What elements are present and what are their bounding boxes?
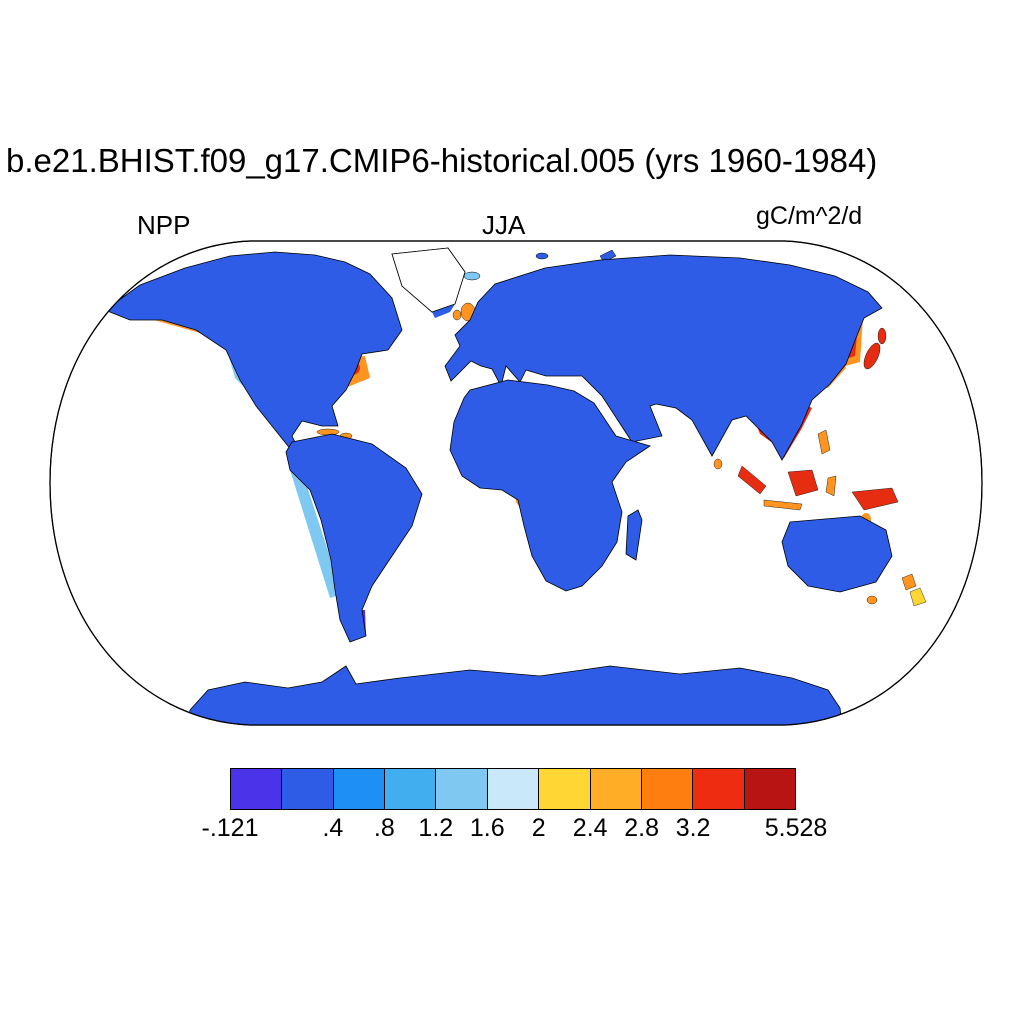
island-cuba (316, 428, 340, 436)
colorbar-tick-label: 5.528 (764, 814, 828, 842)
island-sri-lanka (713, 458, 723, 470)
colorbar-cell (486, 768, 540, 810)
island-japan-honshu (863, 342, 881, 370)
colorbar-tick-label: -.121 (201, 814, 259, 842)
colorbar-cell (435, 768, 488, 810)
colorbar-tick-label: 2.4 (572, 814, 608, 842)
colorbar-cell (692, 768, 745, 810)
units-label: gC/m^2/d (756, 202, 863, 230)
colorbar-cell (230, 768, 283, 810)
overlay-andes-lightblue (290, 470, 342, 598)
colorbar-tick-label: 1.6 (469, 814, 505, 842)
colorbar-cell (384, 768, 437, 810)
greenland-south-fringe (432, 304, 455, 318)
colorbar-tick-label: .8 (373, 814, 395, 842)
colorbar-tick-label: 2.8 (624, 814, 660, 842)
island-philippines (817, 429, 831, 455)
island-sumatra (737, 465, 767, 495)
island-svalbard (535, 252, 549, 260)
variable-label: NPP (137, 210, 191, 240)
colorbar-cell (538, 768, 591, 810)
island-sulawesi (825, 475, 837, 497)
land-layer (104, 247, 927, 725)
colorbar-cell (743, 768, 796, 810)
island-new-guinea (851, 487, 899, 511)
island-japan-hokkaido (877, 327, 887, 345)
island-tasmania (866, 595, 878, 605)
island-iceland (463, 271, 481, 281)
colorbar-tick-label: .4 (322, 814, 344, 842)
island-new-zealand-north (901, 573, 917, 591)
projection-outline-stroke (49, 240, 983, 726)
colorbar (230, 768, 796, 810)
plot-title: b.e21.BHIST.f09_g17.CMIP6-historical.005… (6, 142, 878, 179)
world-map (49, 240, 983, 726)
colorbar-ticks: -.121 .4 .8 1.2 1.6 2 2.4 2.8 3.2 5.528 (202, 814, 828, 844)
colorbar-cell (281, 768, 334, 810)
colorbar-cell (640, 768, 694, 810)
island-ireland (452, 309, 462, 321)
island-java (763, 499, 803, 511)
island-new-zealand-south (909, 587, 927, 607)
season-label: JJA (482, 210, 526, 240)
colorbar-tick-label: 3.2 (675, 814, 711, 842)
colorbar-tick-label: 1.2 (418, 814, 454, 842)
island-borneo (787, 469, 819, 497)
colorbar-cell (332, 768, 386, 810)
colorbar-cell (589, 768, 642, 810)
colorbar-tick-label: 2 (531, 814, 546, 842)
